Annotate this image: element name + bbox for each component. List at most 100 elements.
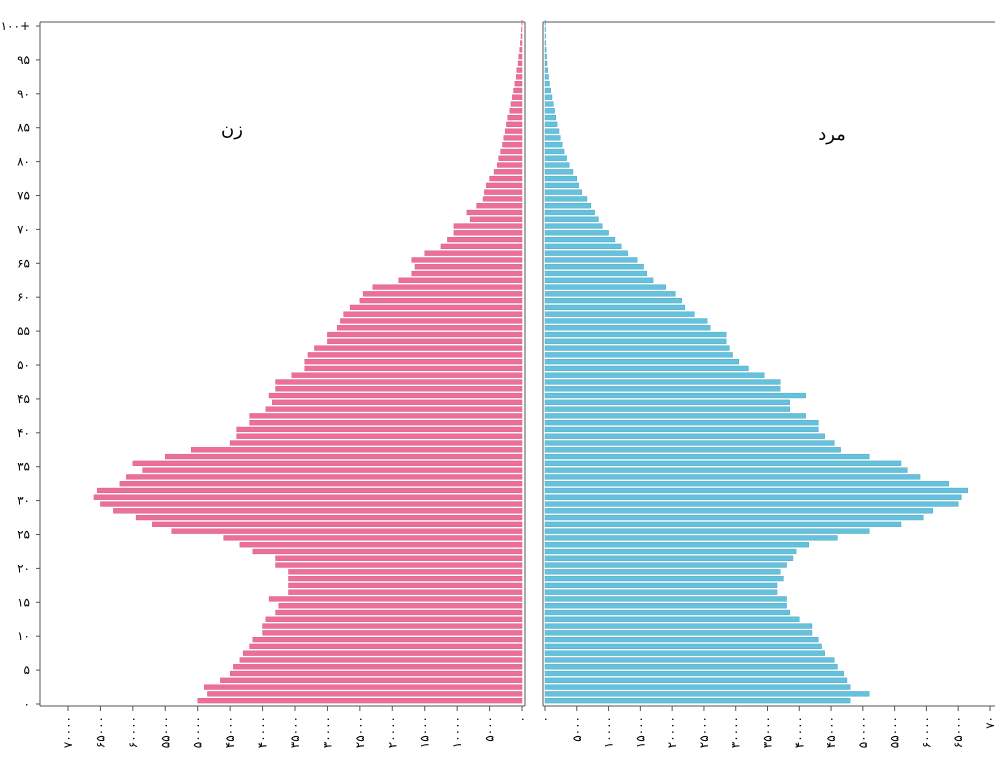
male-bar-age-66	[544, 250, 628, 256]
male-bar-age-24	[544, 535, 838, 541]
male-bar-age-44	[544, 399, 790, 405]
female-bar-age-53	[327, 338, 523, 344]
male-bar-age-71	[544, 216, 599, 222]
male-bar-age-34	[544, 467, 908, 473]
female-bar-age-6	[239, 657, 523, 663]
male-bar-age-84	[544, 128, 560, 134]
x-tick-label-female: ۳۰۰۰۰	[320, 716, 334, 748]
male-bar-age-18	[544, 575, 784, 582]
x-tick-label-female: ۲۵۰۰۰	[353, 716, 367, 748]
female-bar-age-40	[236, 426, 523, 433]
female-bar-age-18	[288, 575, 523, 582]
male-bar-age-87	[544, 108, 555, 114]
x-tick-label-female: ۴۰۰۰۰	[256, 716, 270, 748]
y-tick-label: ۱۰	[17, 629, 30, 643]
male-bar-age-92	[544, 74, 549, 80]
x-tick-label-male: ۴۰۰۰۰	[792, 716, 806, 748]
male-bar-age-31	[544, 487, 968, 494]
female-bar-age-89	[512, 94, 523, 100]
female-bar-age-78	[493, 169, 523, 175]
male-bar-age-91	[544, 81, 550, 87]
female-bar-age-50	[304, 359, 523, 365]
female-bar-age-14	[278, 603, 523, 609]
female-bar-age-2	[203, 684, 523, 690]
female-bar-age-71	[469, 216, 523, 222]
male-bar-age-97	[544, 40, 546, 46]
male-bar-age-88	[544, 101, 554, 107]
male-bar-age-53	[544, 338, 727, 344]
female-bar-age-9	[252, 637, 523, 643]
male-bar-age-30	[544, 494, 962, 500]
male-bar-age-20	[544, 562, 787, 568]
male-bar-age-57	[544, 311, 695, 317]
male-bar-age-48	[544, 372, 765, 378]
male-bar-age-49	[544, 365, 749, 372]
female-bar-age-47	[275, 379, 523, 385]
female-bar-age-70	[453, 223, 523, 229]
female-bar-age-46	[275, 386, 523, 392]
male-bar-age-29	[544, 501, 959, 507]
female-bar-age-7	[242, 650, 523, 656]
x-tick-label-female: ۳۵۰۰۰	[288, 716, 302, 748]
male-bar-age-65	[544, 257, 638, 263]
female-bar-age-23	[239, 542, 523, 548]
y-tick-label: ۸۰	[17, 155, 30, 169]
male-bar-age-13	[544, 609, 790, 616]
female-bar-age-57	[343, 311, 523, 317]
male-bar-age-85	[544, 121, 558, 127]
male-bar-age-86	[544, 114, 557, 121]
male-bar-age-32	[544, 481, 949, 487]
female-bar-age-31	[96, 487, 523, 494]
male-bar-age-95	[544, 53, 547, 60]
female-bar-age-8	[249, 643, 523, 650]
male-bar-age-70	[544, 223, 603, 229]
female-bar-age-1	[207, 691, 523, 697]
female-bar-age-3	[220, 677, 523, 683]
x-tick-label-female: ۵۵۰۰۰	[158, 716, 172, 748]
y-tick-label: ۴۰	[17, 426, 30, 440]
y-tick-label: ۵۰	[17, 358, 30, 372]
female-bar-age-20	[275, 562, 523, 568]
male-bar-age-73	[544, 203, 591, 209]
male-bar-age-12	[544, 616, 800, 622]
male-panel-label: مرد	[818, 124, 846, 145]
male-bar-age-62	[544, 277, 654, 283]
x-tick-label-male: ۳۰۰۰۰	[729, 716, 743, 748]
x-tick-label-male: ۰	[538, 716, 552, 722]
male-bar-age-51	[544, 352, 733, 358]
female-bar-age-95	[518, 53, 523, 60]
x-tick-label-female: ۷۰۰۰۰	[61, 716, 75, 748]
y-tick-label: ۵۵	[17, 324, 30, 338]
male-bar-age-38	[544, 440, 835, 446]
male-bar-age-11	[544, 623, 813, 629]
y-tick-label: ۷۰	[17, 222, 30, 236]
male-bar-age-69	[544, 230, 609, 236]
x-tick-label-male: ۷۰	[983, 716, 995, 729]
male-bar-age-99	[544, 26, 546, 33]
female-bar-age-55	[336, 325, 523, 331]
x-tick-label-male: ۶۰۰۰۰	[919, 716, 933, 748]
x-tick-label-female: ۲۰۰۰۰	[385, 716, 399, 748]
female-bar-age-76	[486, 182, 523, 188]
female-bar-age-63	[411, 270, 523, 277]
female-bar-age-68	[447, 236, 523, 243]
male-bar-age-47	[544, 379, 781, 385]
x-tick-label-male: ۱۰۰۰۰	[602, 716, 616, 748]
male-bar-age-5	[544, 664, 838, 670]
x-tick-label-male: ۲۰۰۰۰	[665, 716, 679, 748]
female-bar-age-99	[521, 26, 523, 33]
female-bar-age-96	[519, 47, 523, 53]
male-bar-age-16	[544, 589, 778, 595]
female-bar-age-58	[349, 304, 523, 311]
male-bar-age-1	[544, 691, 870, 697]
female-bar-age-88	[510, 101, 523, 107]
male-bar-age-76	[544, 182, 579, 188]
y-tick-label: ۰	[24, 697, 30, 711]
male-bar-age-100	[544, 20, 546, 26]
male-bar-age-90	[544, 87, 551, 94]
female-bar-age-29	[100, 501, 523, 507]
male-bar-age-9	[544, 637, 819, 643]
x-axis-ticks: ۰ ۵۰۰۰ ۱۰۰۰۰ ۱۵۰۰۰ ۲۰۰۰۰ ۲۵۰۰۰ ۳۰۰۰۰ ۳۵۰۰۰ ۴۰۰۰۰…	[61, 706, 995, 748]
female-bar-age-16	[288, 589, 523, 595]
